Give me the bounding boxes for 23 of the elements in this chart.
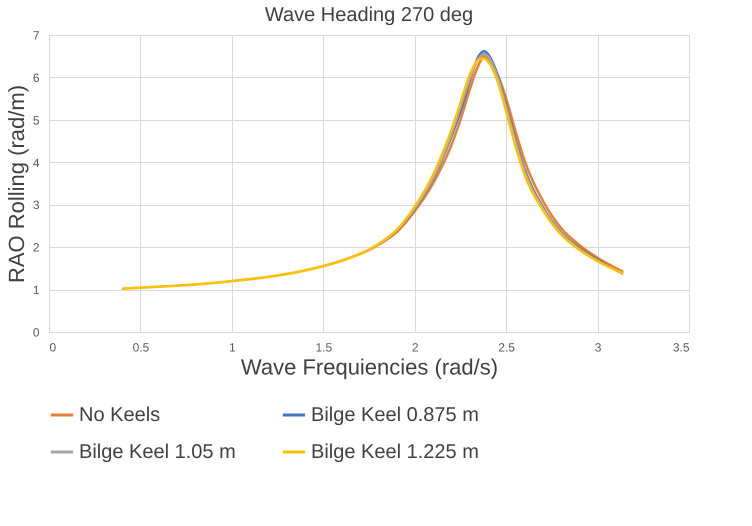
- legend-label: Bilge Keel 0.875 m: [311, 404, 479, 426]
- chart-title: Wave Heading 270 deg: [264, 4, 474, 26]
- y-tick-label: 2: [32, 240, 40, 255]
- y-tick-label: 7: [32, 28, 40, 42]
- y-tick-label: 4: [32, 156, 40, 170]
- x-tick-label: 3: [594, 340, 602, 354]
- x-tick-label: 0.5: [132, 340, 150, 354]
- legend-label: Bilge Keel 1.05 m: [79, 441, 236, 463]
- x-tick-label: 2: [412, 340, 419, 354]
- x-tick-label: 2.5: [498, 340, 516, 354]
- y-tick-label: 5: [32, 113, 40, 128]
- x-tick-label: 1: [229, 340, 236, 354]
- x-tick-label: 1.5: [315, 340, 332, 354]
- y-tick-label: 1: [32, 283, 40, 298]
- y-axis-title: RAO Rolling (rad/m): [4, 84, 29, 284]
- x-tick-label: 3.5: [672, 340, 690, 354]
- y-tick-label: 0: [32, 326, 40, 340]
- y-tick-label: 6: [32, 70, 40, 85]
- legend-label: No Keels: [79, 404, 160, 426]
- y-tick-label: 3: [32, 198, 40, 212]
- x-tick-label: 0: [50, 340, 56, 354]
- legend-label: Bilge Keel 1.225 m: [311, 441, 479, 463]
- x-axis-title: Wave Frequiencies (rad/s): [240, 354, 498, 380]
